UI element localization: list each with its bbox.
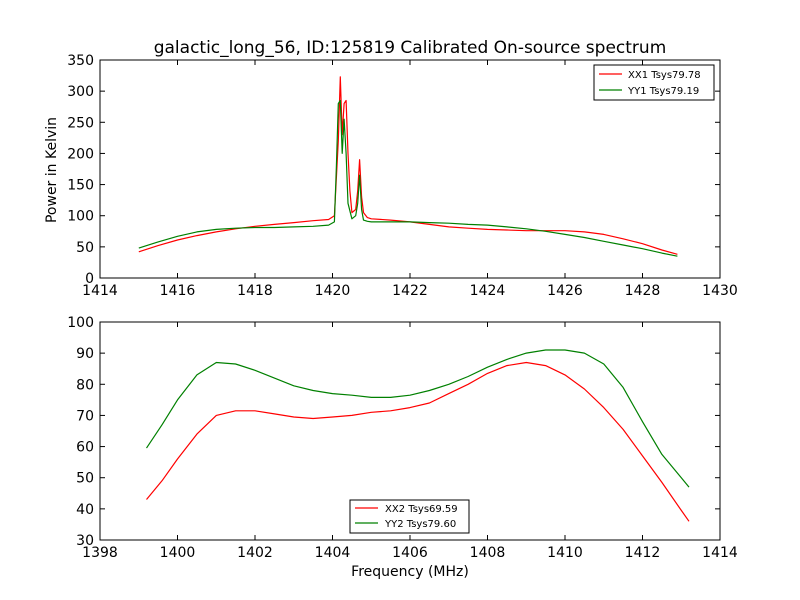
top-chart-plot-frame xyxy=(99,59,721,279)
top-x-tick-label-0: 1414 xyxy=(82,283,118,299)
top-series-line-0 xyxy=(138,76,678,255)
top-y-tick-label-6: 300 xyxy=(67,84,94,100)
bottom-legend-label-yy2: YY2 Tsys79.60 xyxy=(384,519,456,530)
bottom-y-tick-label-7: 100 xyxy=(67,315,94,331)
bottom-y-tick-label-0: 30 xyxy=(76,533,94,549)
top-y-tick-label-3: 150 xyxy=(67,178,94,194)
top-y-tick-label-5: 250 xyxy=(67,115,94,131)
top-series-line-1 xyxy=(138,99,678,257)
top-y-tick-label-4: 200 xyxy=(67,146,94,162)
bottom-x-tick-label-7: 1412 xyxy=(625,545,661,561)
top-x-tick-label-5: 1424 xyxy=(470,283,506,299)
bottom-chart-ticks: 1398 1400 1402 1404 1406 1408 1410 1412 1414 30 40… xyxy=(67,315,738,561)
bottom-chart-plot-frame xyxy=(99,321,721,541)
bottom-x-tick-label-1: 1400 xyxy=(160,545,196,561)
top-x-tick-label-1: 1416 xyxy=(160,283,196,299)
bottom-x-tick-label-2: 1402 xyxy=(237,545,273,561)
top-x-tick-label-2: 1418 xyxy=(237,283,273,299)
top-x-tick-label-7: 1428 xyxy=(625,283,661,299)
bottom-y-tick-label-2: 50 xyxy=(76,471,94,487)
bottom-x-tick-label-6: 1410 xyxy=(547,545,583,561)
bottom-x-tick-label-3: 1404 xyxy=(315,545,351,561)
bottom-x-tick-label-4: 1406 xyxy=(392,545,428,561)
bottom-y-tick-label-3: 60 xyxy=(76,440,94,456)
bottom-chart-legend: XX2 Tsys69.59 YY2 Tsys79.60 xyxy=(349,499,470,534)
top-legend-label-xx1: XX1 Tsys79.78 xyxy=(628,70,701,81)
bottom-y-tick-label-4: 70 xyxy=(76,408,94,424)
top-y-tick-label-2: 100 xyxy=(67,209,94,225)
top-x-tick-label-4: 1422 xyxy=(392,283,428,299)
top-chart: galactic_long_56, ID:125819 Calibrated O… xyxy=(44,38,738,299)
bottom-series-line-0 xyxy=(146,361,690,522)
bottom-x-tick-label-5: 1408 xyxy=(470,545,506,561)
top-chart-title: galactic_long_56, ID:125819 Calibrated O… xyxy=(154,38,667,58)
top-x-tick-label-3: 1420 xyxy=(315,283,351,299)
bottom-x-tick-label-0: 1398 xyxy=(82,545,118,561)
top-chart-y-axis-label: Power in Kelvin xyxy=(44,117,60,223)
bottom-legend-label-xx2: XX2 Tsys69.59 xyxy=(385,504,458,515)
top-x-tick-label-8: 1430 xyxy=(702,283,738,299)
bottom-chart-series xyxy=(146,349,690,522)
top-chart-ticks: 1414 1416 1418 1420 1422 1424 1426 1428 1430 0 50 1… xyxy=(67,53,738,299)
bottom-chart-x-axis-label: Frequency (MHz) xyxy=(351,564,469,580)
top-y-tick-label-7: 350 xyxy=(67,53,94,69)
bottom-chart: Frequency (MHz) 1398 1400 1402 1404 1406 1408… xyxy=(67,315,738,580)
bottom-x-tick-label-8: 1414 xyxy=(702,545,738,561)
top-chart-legend: XX1 Tsys79.78 YY1 Tsys79.19 xyxy=(593,64,715,101)
bottom-y-tick-label-5: 80 xyxy=(76,377,94,393)
bottom-y-tick-label-6: 90 xyxy=(76,346,94,362)
top-y-tick-label-1: 50 xyxy=(76,240,94,256)
bottom-legend-box xyxy=(349,499,470,534)
top-legend-box xyxy=(593,64,715,101)
top-legend-label-yy1: YY1 Tsys79.19 xyxy=(627,86,699,97)
top-chart-series xyxy=(138,76,678,257)
bottom-y-tick-label-1: 40 xyxy=(76,502,94,518)
top-y-tick-label-0: 0 xyxy=(85,271,94,287)
bottom-series-line-1 xyxy=(146,349,690,488)
top-x-tick-label-6: 1426 xyxy=(547,283,583,299)
